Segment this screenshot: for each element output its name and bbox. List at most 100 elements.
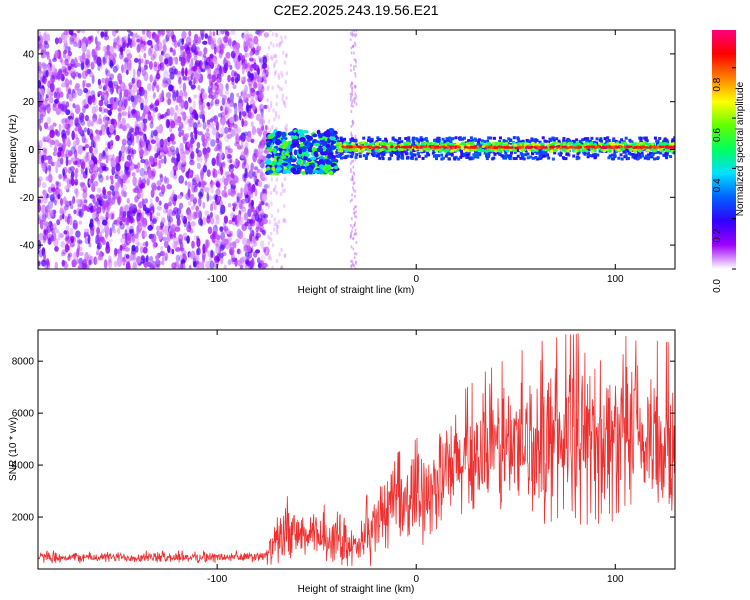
noise-speckle (67, 65, 72, 71)
tone-cell (541, 136, 545, 140)
noise-speckle (45, 258, 49, 266)
noise-speckle (143, 70, 148, 81)
noise-speckle (228, 230, 234, 238)
noise-speckle (267, 65, 270, 70)
noise-speckle (188, 98, 192, 104)
noise-speckle (149, 74, 154, 83)
noise-speckle (223, 225, 229, 232)
noise-speckle (285, 71, 289, 76)
noise-speckle (198, 210, 202, 221)
noise-speckle (99, 129, 103, 136)
noise-speckle (62, 166, 68, 175)
noise-speckle (173, 68, 178, 75)
noise-speckle (150, 102, 154, 112)
noise-speckle (101, 150, 107, 160)
noise-speckle (131, 149, 137, 155)
noise-speckle (280, 70, 283, 76)
noise-speckle (253, 235, 256, 245)
noise-speckle (43, 122, 49, 130)
noise-speckle (285, 95, 288, 101)
noise-speckle (143, 262, 149, 269)
noise-speckle (102, 186, 106, 196)
noise-speckle (142, 108, 147, 118)
noise-speckle (271, 124, 274, 130)
noise-speckle (113, 123, 117, 131)
noise-speckle (124, 204, 130, 214)
tone-cell (480, 148, 485, 152)
noise-speckle (211, 74, 217, 83)
tone-cell (446, 142, 451, 145)
noise-speckle (178, 202, 184, 210)
noise-speckle (244, 197, 249, 205)
tone-cell (435, 142, 440, 146)
noise-speckle (273, 64, 276, 69)
noise-speckle (70, 235, 75, 242)
noise-speckle (74, 178, 79, 186)
noise-speckle (78, 220, 83, 225)
tone-cell (590, 150, 595, 153)
tone-cell (549, 149, 554, 153)
tone-cell (407, 142, 411, 146)
tone-cell (653, 136, 657, 140)
noise-speckle (99, 162, 104, 167)
noise-speckle (157, 30, 161, 38)
noise-speckle (171, 149, 176, 155)
noise-speckle (270, 231, 273, 236)
noise-speckle (69, 204, 74, 210)
noise-speckle (275, 190, 278, 195)
noise-speckle (108, 45, 114, 56)
noise-speckle (185, 132, 190, 138)
noise-speckle (169, 126, 173, 133)
tone-cell (362, 154, 366, 158)
noise-speckle (117, 99, 124, 108)
noise-speckle (190, 84, 196, 90)
noise-speckle (52, 122, 57, 127)
spike-speckle (355, 252, 358, 256)
noise-speckle (177, 40, 180, 48)
tone-cell (553, 149, 557, 153)
noise-speckle (257, 180, 263, 188)
noise-speckle (274, 32, 278, 38)
noise-speckle (134, 245, 139, 253)
noise-speckle (38, 203, 41, 213)
noise-speckle (75, 36, 81, 44)
noise-speckle (160, 245, 164, 251)
noise-speckle (221, 251, 227, 257)
noise-speckle (156, 212, 161, 217)
noise-speckle (241, 118, 244, 128)
noise-speckle (283, 217, 286, 223)
noise-speckle (239, 203, 245, 210)
noise-speckle (259, 172, 265, 179)
noise-speckle (60, 241, 66, 248)
noise-speckle (63, 41, 68, 52)
noise-speckle (250, 40, 254, 49)
tone-cell (473, 137, 477, 141)
noise-speckle (85, 83, 92, 88)
noise-speckle (150, 130, 154, 138)
tone-cell (635, 153, 639, 157)
spike-speckle (350, 96, 352, 100)
noise-speckle (61, 249, 67, 255)
noise-speckle (99, 231, 103, 237)
tone-cell (437, 136, 441, 140)
tone-cell (391, 136, 395, 140)
noise-speckle (136, 168, 141, 173)
noise-speckle (42, 149, 47, 159)
tone-cell (404, 152, 408, 156)
tone-cell (498, 136, 502, 140)
tone-peak (570, 145, 575, 149)
noise-speckle (70, 157, 76, 163)
noise-speckle (158, 191, 165, 197)
tone-peak (524, 146, 529, 149)
tone-cell (444, 154, 448, 158)
tone-cell (574, 149, 578, 153)
noise-speckle (228, 219, 233, 225)
noise-speckle (236, 92, 240, 98)
tone-cell (448, 136, 452, 140)
noise-speckle (141, 211, 145, 218)
spike-speckle (351, 225, 354, 230)
noise-speckle (253, 166, 258, 171)
noise-speckle (136, 70, 141, 78)
tone-cell (431, 151, 435, 155)
noise-speckle (276, 84, 280, 89)
